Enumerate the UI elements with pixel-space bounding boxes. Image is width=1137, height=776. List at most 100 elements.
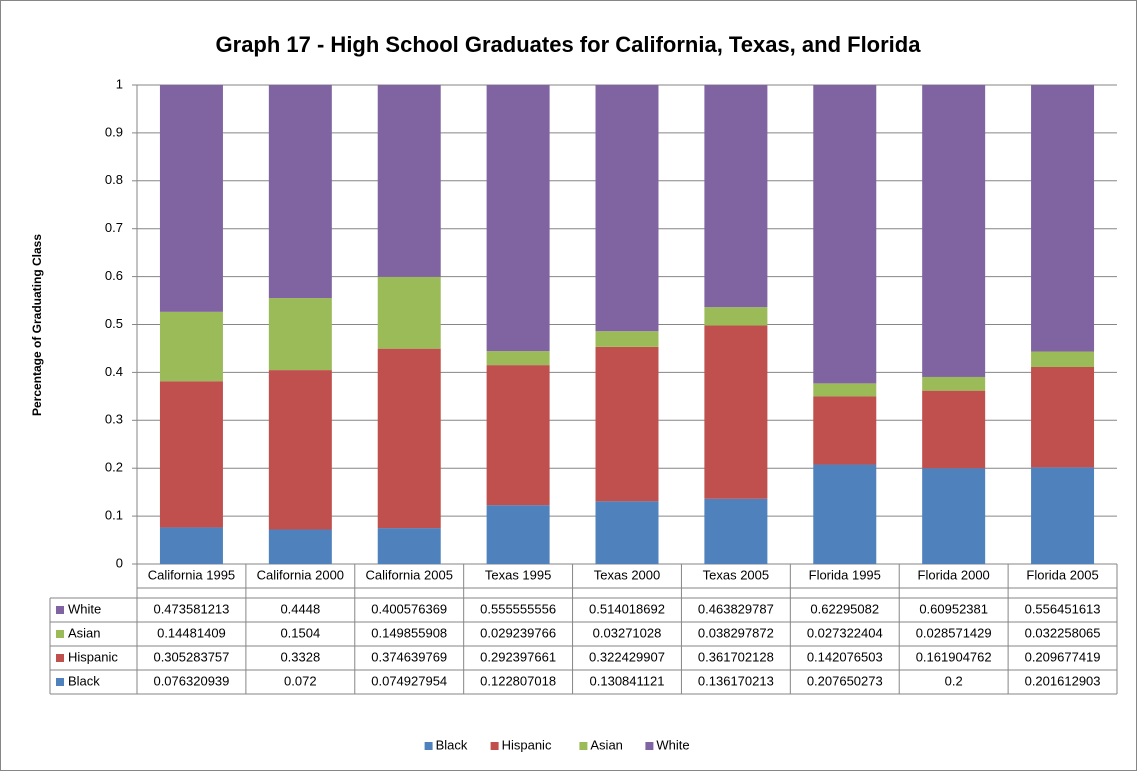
table-cell: 0.201612903 xyxy=(1025,673,1101,688)
bar-segment xyxy=(377,348,441,529)
table-cell: 0.122807018 xyxy=(480,673,556,688)
bar-segment xyxy=(486,85,550,352)
bar-segment xyxy=(1031,467,1095,564)
bar-segment xyxy=(704,85,768,308)
x-tick-label: Texas 1995 xyxy=(485,567,552,582)
table-cell: 0.032258065 xyxy=(1025,625,1101,640)
x-tick-label: Texas 2005 xyxy=(703,567,770,582)
table-cell: 0.14481409 xyxy=(157,625,226,640)
table-cell: 0.292397661 xyxy=(480,649,556,664)
bar-segment xyxy=(486,505,550,564)
bar-segment xyxy=(813,383,877,397)
y-tick-label: 0.6 xyxy=(105,268,123,283)
table-cell: 0.400576369 xyxy=(371,601,447,616)
bar-segment xyxy=(1031,351,1095,367)
bar-segment xyxy=(922,376,986,391)
table-cell: 0.1504 xyxy=(280,625,320,640)
table-cell: 0.207650273 xyxy=(807,673,883,688)
bar-segment xyxy=(704,498,768,564)
table-cell: 0.3328 xyxy=(280,649,320,664)
y-tick-label: 0.7 xyxy=(105,220,123,235)
table-cell: 0.556451613 xyxy=(1025,601,1101,616)
legend-swatch xyxy=(645,742,654,750)
table-legend-swatch xyxy=(56,678,64,686)
bar-segment xyxy=(595,85,659,332)
y-axis-label: Percentage of Graduating Class xyxy=(30,234,44,416)
table-cell: 0.076320939 xyxy=(153,673,229,688)
table-cell: 0.2 xyxy=(945,673,963,688)
bar-segment xyxy=(159,381,223,528)
bar-segment xyxy=(377,276,441,349)
bar-segment xyxy=(1031,85,1095,352)
bar-segment xyxy=(486,351,550,366)
table-row-label: White xyxy=(68,601,101,616)
bar-segment xyxy=(595,331,659,347)
bar-segment xyxy=(595,501,659,564)
table-cell: 0.555555556 xyxy=(480,601,556,616)
table-row-label: Hispanic xyxy=(68,649,118,664)
y-tick-label: 1 xyxy=(116,76,123,91)
table-cell: 0.029239766 xyxy=(480,625,556,640)
table-cell: 0.62295082 xyxy=(810,601,879,616)
table-legend-swatch xyxy=(56,630,64,638)
table-cell: 0.130841121 xyxy=(590,673,665,688)
y-tick-label: 0.5 xyxy=(105,316,123,331)
table-cell: 0.027322404 xyxy=(807,625,883,640)
bar-segment xyxy=(268,370,332,530)
bar-segment xyxy=(595,346,659,502)
table-cell: 0.149855908 xyxy=(371,625,447,640)
x-tick-label: Florida 1995 xyxy=(809,567,881,582)
y-tick-label: 0.8 xyxy=(105,172,123,187)
table-cell: 0.038297872 xyxy=(698,625,774,640)
table-cell: 0.322429907 xyxy=(589,649,665,664)
table-cell: 0.361702128 xyxy=(698,649,774,664)
bar-segment xyxy=(813,396,877,465)
bar-segment xyxy=(813,85,877,384)
table-legend-swatch xyxy=(56,606,64,614)
table-cell: 0.136170213 xyxy=(698,673,774,688)
legend-label: Hispanic xyxy=(502,737,552,752)
legend-label: Black xyxy=(436,737,468,752)
x-tick-label: California 2000 xyxy=(257,567,344,582)
bar-segment xyxy=(922,85,986,377)
table-cell: 0.374639769 xyxy=(371,649,447,664)
chart-title: Graph 17 - High School Graduates for Cal… xyxy=(216,32,922,57)
bar-segment xyxy=(268,529,332,564)
bar-segment xyxy=(268,298,332,371)
y-tick-label: 0.3 xyxy=(105,412,123,427)
legend-label: White xyxy=(656,737,689,752)
table-cell: 0.161904762 xyxy=(916,649,992,664)
y-tick-label: 0.2 xyxy=(105,460,123,475)
table-cell: 0.463829787 xyxy=(698,601,774,616)
table-cell: 0.03271028 xyxy=(593,625,662,640)
y-tick-label: 0 xyxy=(116,555,123,570)
table-row-label: Black xyxy=(68,673,100,688)
x-tick-label: California 1995 xyxy=(148,567,235,582)
legend-swatch xyxy=(490,742,499,750)
table-legend-swatch xyxy=(56,654,64,662)
x-tick-label: California 2005 xyxy=(365,567,452,582)
bar-segment xyxy=(922,390,986,469)
bar-segment xyxy=(1031,366,1095,468)
table-row-label: Asian xyxy=(68,625,101,640)
bar-segment xyxy=(268,85,332,299)
table-cell: 0.028571429 xyxy=(916,625,992,640)
bar-segment xyxy=(704,307,768,326)
table-cell: 0.473581213 xyxy=(153,601,229,616)
bar-segment xyxy=(159,527,223,564)
x-tick-label: Florida 2005 xyxy=(1026,567,1098,582)
bar-segment xyxy=(922,468,986,564)
y-tick-label: 0.9 xyxy=(105,124,123,139)
table-cell: 0.305283757 xyxy=(153,649,229,664)
table-cell: 0.60952381 xyxy=(919,601,988,616)
y-tick-label: 0.4 xyxy=(105,364,123,379)
table-cell: 0.072 xyxy=(284,673,317,688)
bar-segment xyxy=(159,311,223,382)
table-cell: 0.074927954 xyxy=(371,673,447,688)
table-cell: 0.514018692 xyxy=(589,601,665,616)
table-cell: 0.142076503 xyxy=(807,649,883,664)
bar-segment xyxy=(486,365,550,506)
table-cell: 0.4448 xyxy=(280,601,320,616)
legend-swatch xyxy=(424,742,433,750)
